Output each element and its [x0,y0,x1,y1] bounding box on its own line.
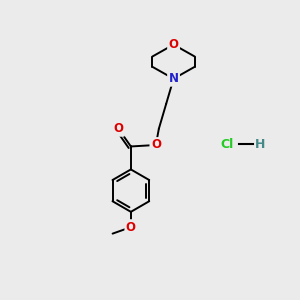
Text: H: H [255,138,266,151]
Text: O: O [151,139,161,152]
Text: O: O [113,122,124,135]
Text: Cl: Cl [220,138,233,151]
Text: O: O [169,38,178,51]
Text: O: O [126,220,136,234]
Text: N: N [169,72,178,85]
